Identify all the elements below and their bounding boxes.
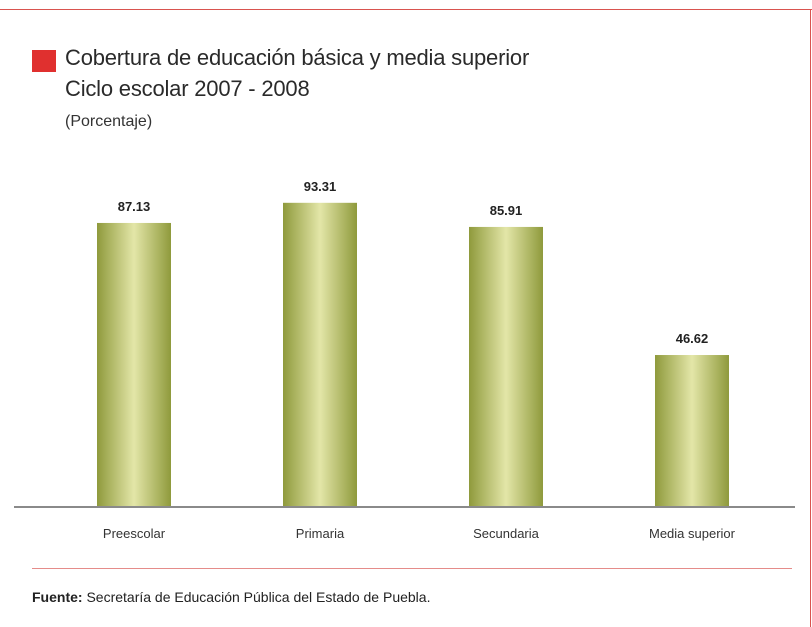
chart-subtitle: Ciclo escolar 2007 - 2008	[65, 76, 310, 101]
value-label: 85.91	[490, 203, 523, 218]
bar-preescolar	[97, 222, 171, 507]
source-text: Secretaría de Educación Pública del Esta…	[82, 589, 431, 605]
bar-secundaria	[469, 226, 543, 507]
category-label: Media superior	[649, 526, 736, 541]
category-label: Secundaria	[473, 526, 540, 541]
source-note: Fuente: Secretaría de Educación Pública …	[32, 589, 430, 605]
chart-unit-label: (Porcentaje)	[65, 113, 153, 130]
value-label: 46.62	[676, 331, 709, 346]
frame-right-border	[810, 9, 811, 627]
chart-title: Cobertura de educación básica y media su…	[65, 45, 530, 70]
title-marker	[32, 50, 56, 72]
category-label: Primaria	[296, 526, 345, 541]
category-label: Preescolar	[103, 526, 166, 541]
bar-primaria	[283, 202, 357, 508]
value-label: 93.31	[304, 179, 337, 194]
value-label: 87.13	[118, 199, 151, 214]
source-label: Fuente:	[32, 589, 83, 605]
frame-top-border	[0, 9, 812, 10]
source-separator	[32, 568, 792, 569]
bar-media-superior	[655, 355, 729, 507]
